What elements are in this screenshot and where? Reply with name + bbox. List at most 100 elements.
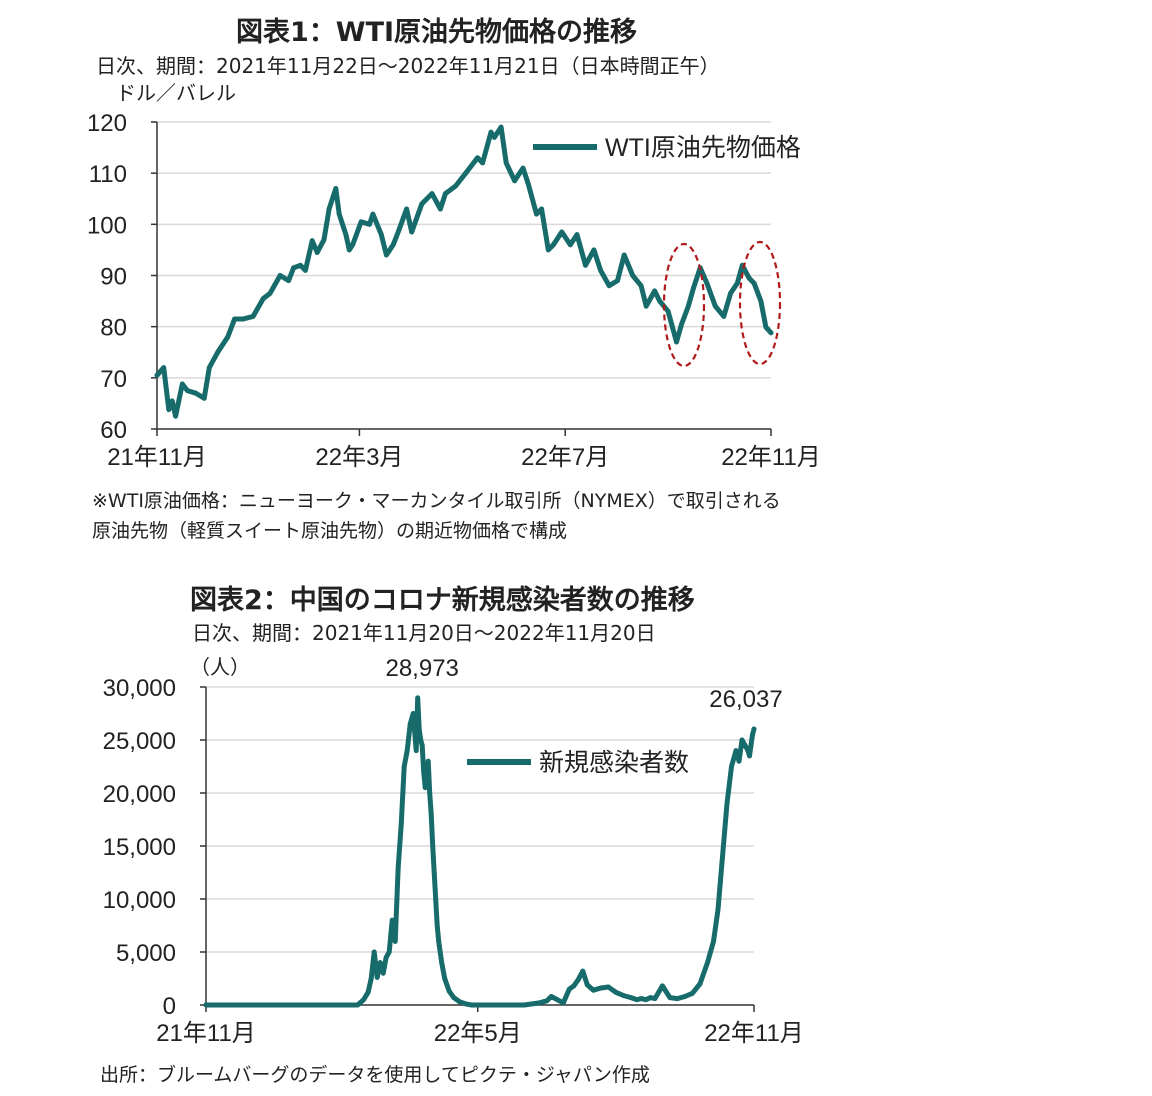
chart2-data-point — [571, 983, 577, 989]
chart1-data-point — [185, 388, 190, 393]
chart1-data-point — [232, 316, 238, 322]
chart2-data-point — [715, 907, 721, 912]
chart2-data-point — [580, 968, 586, 974]
chart1-data-point — [475, 155, 480, 161]
chart2-data-point — [747, 753, 752, 759]
chart1-data-point — [419, 201, 425, 207]
chart2-data-point — [203, 1002, 209, 1008]
chart2-data-point — [416, 727, 422, 732]
chart2-annotation: 28,973 — [385, 655, 458, 682]
chart1-data-point — [657, 298, 663, 304]
chart1-data-point — [384, 252, 389, 258]
chart1-data-point — [225, 334, 231, 340]
chart1-data-point — [370, 211, 376, 217]
chart2-ytick-label: 25,000 — [103, 728, 176, 755]
chart1-data-point — [520, 165, 526, 171]
chart2-data-point — [446, 988, 452, 994]
chart1-unit: ドル／バレル — [116, 81, 236, 105]
chart1-ytick-label: 90 — [100, 264, 127, 291]
chart1-data-point — [704, 280, 710, 286]
chart2-data-point — [469, 1002, 475, 1008]
chart1-data-point — [503, 160, 509, 166]
chart2-data-point — [430, 843, 436, 849]
chart2-data-point — [371, 949, 377, 955]
chart1-data-point — [512, 178, 517, 184]
chart1-data-point — [346, 247, 352, 253]
chart1-data-point — [166, 407, 172, 412]
chart1-ytick-label: 80 — [100, 315, 127, 342]
chart2-data-point — [439, 960, 445, 965]
chart2-data-point — [548, 994, 554, 999]
chart2-data-point — [410, 711, 416, 716]
chart2-data-point — [422, 785, 428, 791]
chart1-footnote: ※WTI原油価格：ニューヨーク・マーカンタイル取引所（NYMEX）で取引される原… — [92, 490, 781, 542]
chart1-legend-label: WTI原油先物価格 — [605, 134, 801, 162]
chart1-data-point — [545, 247, 551, 253]
chart2-data-point — [418, 737, 424, 743]
chart1-data-point — [358, 219, 364, 225]
chart2-data-point — [241, 1002, 246, 1008]
chart2-data-point — [463, 1001, 469, 1007]
chart2-data-point — [475, 1002, 481, 1008]
chart1-data-point — [250, 314, 256, 319]
chart1-ytick-label: 60 — [100, 417, 127, 444]
chart1-data-point — [751, 280, 757, 286]
chart1-data-point — [277, 273, 283, 278]
chart2-data-point — [457, 999, 463, 1005]
chart2-data-point — [705, 960, 710, 965]
chart1-data-point — [350, 242, 356, 248]
chart2-data-point — [690, 990, 695, 996]
chart2-ytick-label: 10,000 — [103, 887, 176, 914]
chart2-data-point — [720, 854, 725, 859]
chart2-data-point — [729, 764, 734, 769]
chart1-data-point — [314, 250, 320, 255]
chart2-data-point — [451, 995, 457, 1000]
chart2-data-point — [675, 996, 680, 1001]
chart1-data-point — [574, 232, 580, 238]
chart2-data-point — [398, 822, 404, 828]
chart1-xtick-label: 22年7月 — [521, 444, 609, 471]
chart1-data-point — [390, 242, 396, 248]
chart1-data-point — [309, 238, 315, 244]
chart2-data-point — [634, 997, 640, 1003]
chart1-data-point — [492, 135, 497, 140]
chart1-data-point — [630, 273, 636, 278]
chart2-ytick-label: 30,000 — [103, 675, 176, 702]
chart1-data-point — [193, 390, 199, 396]
chart1-data-point — [768, 330, 774, 336]
chart1-data-point — [583, 262, 588, 268]
chart2-data-point — [648, 995, 653, 1000]
chart1-data-point — [643, 303, 649, 309]
chart1-data-point — [215, 349, 221, 355]
chart1-data-point — [567, 242, 573, 248]
chart1-data-point — [321, 237, 327, 243]
chart1-series-line — [154, 124, 774, 419]
chart2-data-point — [584, 982, 590, 988]
chart1-title: 図表1：WTI原油先物価格の推移 — [236, 17, 638, 48]
chart1-data-point — [734, 280, 740, 286]
chart2-data-point — [621, 993, 626, 998]
chart2-data-point — [401, 764, 407, 769]
chart1-data-point — [438, 206, 443, 212]
chart2-data-point — [415, 695, 421, 701]
chart1-data-point — [746, 275, 752, 281]
chart2-data-point — [433, 896, 439, 902]
chart1-data-point — [480, 160, 485, 166]
chart2-xtick-label: 22年5月 — [434, 1020, 522, 1047]
chart1-data-point — [621, 252, 627, 258]
chart1-data-point — [298, 262, 303, 268]
chart2-xtick-label: 22年11月 — [704, 1020, 804, 1047]
chart2-data-point — [395, 864, 401, 870]
chart2-ytick-label: 0 — [163, 993, 176, 1020]
chart2-data-point — [566, 986, 572, 992]
chart1-ytick-label: 120 — [87, 110, 127, 137]
chart1-data-point — [260, 296, 266, 301]
chart1-ytick-label: 100 — [87, 212, 127, 239]
chart1-data-point — [758, 298, 764, 304]
chart1-data-point — [488, 129, 494, 135]
chart2-data-point — [355, 1002, 360, 1008]
chart1-data-point — [539, 206, 544, 212]
chart2-data-point — [425, 758, 431, 764]
chart1-data-point — [679, 321, 684, 327]
chart2-data-point — [383, 954, 389, 960]
